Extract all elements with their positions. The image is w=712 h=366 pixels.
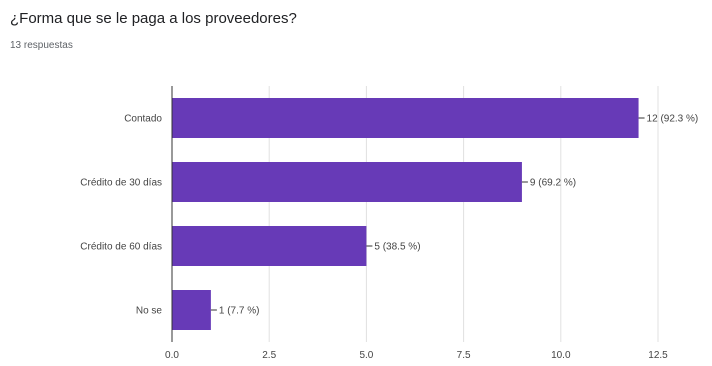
- x-tick-label: 7.5: [457, 350, 471, 361]
- bar: [172, 98, 639, 138]
- data-label: 9 (69.2 %): [530, 178, 576, 189]
- x-tick-label: 12.5: [648, 350, 668, 361]
- category-label: Crédito de 60 días: [80, 242, 162, 253]
- category-label: No se: [136, 306, 163, 317]
- x-tick-label: 0.0: [165, 350, 179, 361]
- x-tick-label: 10.0: [551, 350, 571, 361]
- data-label: 5 (38.5 %): [374, 242, 420, 253]
- x-tick-label: 5.0: [359, 350, 373, 361]
- labels: 0.0 2.5 5.0 7.5 10.0 12.5 Contado 12 (92.3 %) Cr…: [80, 114, 698, 362]
- category-label: Contado: [124, 114, 162, 125]
- bar: [172, 290, 211, 330]
- data-label: 12 (92.3 %): [647, 114, 699, 125]
- bar: [172, 226, 367, 266]
- category-label: Crédito de 30 días: [80, 178, 162, 189]
- chart-title: ¿Forma que se le paga a los proveedores?: [10, 10, 297, 27]
- bars: [172, 98, 639, 330]
- response-count: 13 respuestas: [10, 40, 73, 51]
- bar: [172, 162, 522, 202]
- data-label: 1 (7.7 %): [219, 306, 260, 317]
- x-tick-label: 2.5: [262, 350, 276, 361]
